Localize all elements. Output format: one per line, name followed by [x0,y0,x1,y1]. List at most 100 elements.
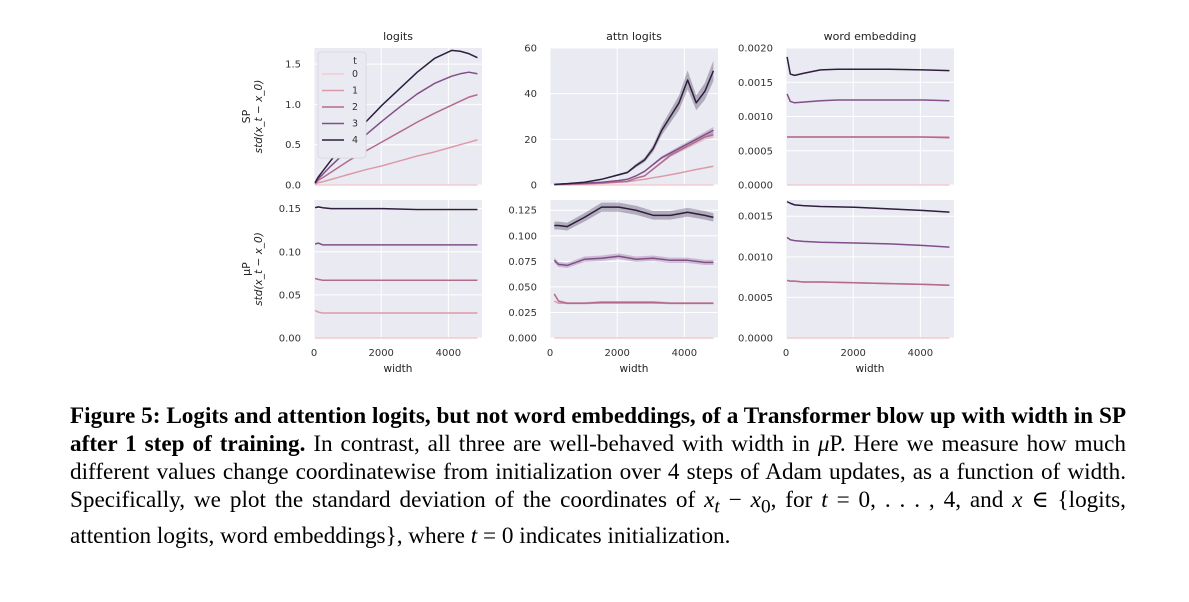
row-label: μP [240,262,253,276]
y-tick-label: 0 [531,181,537,192]
caption-mu: μ [817,431,830,457]
panel-title: attn logits [606,30,662,43]
panel-title: word embedding [824,30,917,43]
y-axis-label: std(x_t − x_0) [253,80,265,154]
y-tick-label: 0.0000 [738,181,773,192]
y-tick-label: 60 [524,44,537,55]
y-tick-label: 0.050 [508,282,537,293]
series-line-1 [314,139,478,185]
series-line-4 [314,49,478,183]
series-line-2 [314,277,478,281]
row-label: SP [240,109,253,123]
series-line-1 [314,309,478,314]
series-band-3 [554,253,714,268]
series-line-3 [314,242,478,246]
plot-background [550,200,718,338]
y-tick-label: 0.0015 [738,78,773,89]
series-line-2 [314,94,478,184]
series-line-3 [786,236,950,248]
caption-t-var2: t [470,522,478,549]
y-tick-label: 0.125 [508,206,537,217]
y-tick-label: 0.00 [279,334,301,345]
series-line-3 [553,255,714,267]
x-tick-label: 4000 [672,348,697,359]
caption-bold-text: Logits and attention logits, but not wor… [70,403,1127,457]
y-axis-label: std(x_t − x_0) [253,232,265,306]
y-tick-label: 0.0010 [738,112,773,123]
y-tick-label: 0.05 [279,290,301,301]
caption-sub-0: 0 [760,496,771,518]
legend-entry-2: 2 [352,102,358,113]
caption-x-var: x [1012,487,1023,513]
caption-label: Figure 5: [70,403,161,429]
y-tick-label: 0.000 [508,334,537,345]
panel-2: 0 20 40 60 attn logits [524,30,718,192]
plot-background [550,48,718,185]
caption-part4: = 0 indicates initialization. [477,522,731,549]
series-line-4 [554,206,714,228]
caption-sub-t: t [714,496,720,518]
x-tick-label: 4000 [436,348,461,359]
series-band-2 [554,292,714,305]
caption-math-x: x [704,487,715,513]
series-line-2 [787,136,950,139]
y-tick-label: 0.0005 [738,146,773,157]
y-tick-label: 40 [524,89,537,100]
x-tick-label: 2000 [368,348,393,359]
y-tick-label: 0.0010 [738,252,773,263]
caption-math-x0: x [750,487,761,513]
panel-5: 0.000 0.025 0.050 0.075 0.100 0.125 0 2000 4000 w… [508,200,718,375]
legend-entry-3: 3 [352,119,358,130]
panel-title: logits [383,30,413,43]
caption-part2: P. Here we measure how much different va… [70,431,1127,513]
caption-set: ∈ {logits, attention logits, word embedd… [70,487,1126,549]
legend-entry-4: 4 [352,135,358,146]
x-tick-label: 0 [547,348,553,359]
panel-4: 0.00 0.05 0.10 0.15 0 2000 4000 width std(x_t − … [240,200,482,375]
y-tick-label: 0.100 [508,231,537,242]
y-tick-label: 0.025 [508,308,537,319]
y-tick-label: 0.075 [508,257,537,268]
y-tick-label: 0.5 [285,140,301,151]
panel-3: 0.0000 0.0005 0.0010 0.0015 0.0020 word embed… [738,30,954,192]
y-tick-label: 0.0005 [738,293,773,304]
series-line-4 [786,56,950,77]
caption-t-var: t [821,487,828,513]
panel-1: 0.0 0.5 1.0 1.5 logits std(x_t − x_0)SP t 0 1 2 3 4 [240,30,482,192]
y-tick-label: 1.0 [285,100,301,111]
caption-range: = 0, . . . , 4, and [827,487,1013,513]
series-line-2 [786,279,950,286]
x-tick-label: 2000 [604,348,629,359]
y-tick-label: 1.5 [285,60,301,71]
x-tick-label: 0 [311,348,317,359]
y-tick-label: 20 [524,135,537,146]
caption-part1: In contrast, all three are well-behaved … [313,431,818,457]
x-tick-label: 4000 [908,348,933,359]
series-line-3 [554,129,714,186]
x-tick-label: 2000 [840,348,865,359]
series-line-2 [553,293,714,304]
caption-part3: , for [770,487,822,513]
legend-title: t [353,56,357,67]
series-line-3 [314,71,478,184]
series-line-4 [786,200,950,213]
series-line-4 [554,70,715,186]
y-tick-label: 0.0015 [738,212,773,223]
series-band-4 [554,202,714,231]
x-axis-label: width [856,363,885,375]
caption-minus: − [719,487,751,513]
plot-background [786,200,954,338]
x-tick-label: 0 [783,348,789,359]
y-tick-label: 0.0000 [738,334,773,345]
series-line-3 [786,93,950,104]
y-tick-label: 0.15 [279,204,301,215]
legend-box [317,51,367,159]
x-axis-label: width [384,363,413,375]
figure-caption: Figure 5: Logits and attention logits, b… [70,402,1126,550]
y-tick-label: 0.0020 [738,44,773,55]
y-tick-label: 0.0 [285,181,301,192]
series-line-4 [314,206,478,211]
legend-entry-1: 1 [352,86,358,97]
legend-entry-0: 0 [352,69,358,80]
